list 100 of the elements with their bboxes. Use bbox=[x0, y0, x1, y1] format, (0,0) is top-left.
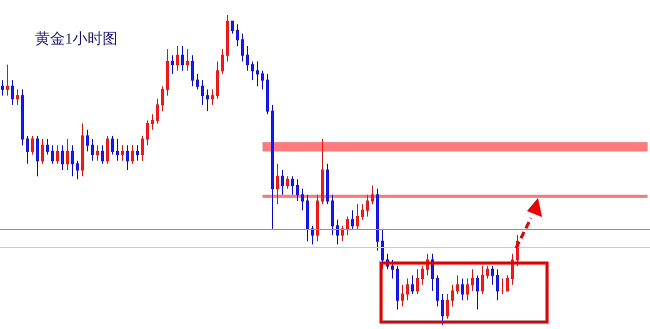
candlestick bbox=[186, 48, 189, 72]
candlestick bbox=[331, 194, 334, 236]
candlestick bbox=[366, 194, 369, 217]
candlestick bbox=[506, 274, 509, 292]
candlestick bbox=[306, 194, 309, 242]
candlestick bbox=[6, 64, 9, 96]
candlestick bbox=[26, 135, 29, 164]
candlestick bbox=[56, 144, 59, 164]
candlestick bbox=[266, 73, 269, 115]
candlestick bbox=[271, 104, 274, 230]
candlestick bbox=[276, 163, 279, 205]
candlestick bbox=[161, 86, 164, 112]
candlestick bbox=[241, 33, 244, 62]
candlestick bbox=[496, 268, 499, 301]
candlestick bbox=[231, 20, 234, 34]
candlestick bbox=[61, 144, 64, 170]
candlestick bbox=[76, 160, 79, 180]
candlestick bbox=[96, 144, 99, 162]
candlestick bbox=[101, 144, 104, 164]
candlestick bbox=[261, 70, 264, 90]
candlestick bbox=[11, 80, 14, 106]
candlestick bbox=[441, 294, 444, 326]
candlestick bbox=[456, 274, 459, 294]
candlestick bbox=[31, 135, 34, 155]
candlestick bbox=[336, 219, 339, 245]
candlestick bbox=[446, 294, 449, 320]
candlestick bbox=[211, 88, 214, 106]
candlestick bbox=[421, 266, 424, 286]
candlestick bbox=[491, 266, 494, 286]
candlestick bbox=[316, 194, 319, 242]
candlestick bbox=[281, 170, 284, 196]
candlestick bbox=[381, 228, 384, 270]
candlestick bbox=[191, 54, 194, 87]
candlestick bbox=[176, 46, 179, 72]
candlestick bbox=[181, 46, 184, 72]
candlestick bbox=[251, 61, 254, 81]
candlestick bbox=[471, 268, 474, 292]
candlestick bbox=[166, 48, 169, 96]
candlestick bbox=[86, 129, 89, 152]
candlestick bbox=[146, 120, 149, 146]
candlestick bbox=[436, 274, 439, 307]
candlestick bbox=[361, 204, 364, 220]
candlestick bbox=[46, 138, 49, 155]
candlestick bbox=[71, 144, 74, 177]
candlestick bbox=[461, 278, 464, 301]
candlestick bbox=[311, 225, 314, 245]
candlestick bbox=[486, 266, 489, 279]
candlestick bbox=[151, 114, 154, 130]
candlestick bbox=[131, 144, 134, 164]
candlestick bbox=[476, 274, 479, 310]
candlestick bbox=[116, 138, 119, 162]
text: 黄金1小时图 bbox=[35, 30, 118, 48]
candlestick bbox=[126, 144, 129, 170]
candlestick bbox=[396, 266, 399, 310]
candlestick bbox=[171, 54, 174, 74]
candlestick bbox=[16, 88, 19, 106]
candlestick bbox=[91, 138, 94, 162]
candlestick bbox=[226, 14, 229, 62]
candlestick bbox=[36, 135, 39, 177]
candlestick bbox=[286, 176, 289, 190]
candlestick bbox=[246, 46, 249, 72]
candlestick bbox=[136, 144, 139, 162]
candlestick bbox=[346, 216, 349, 236]
candlestick bbox=[291, 176, 294, 196]
candlestick bbox=[301, 188, 304, 211]
candlestick bbox=[21, 88, 24, 146]
candlestick bbox=[1, 80, 4, 96]
candlestick bbox=[156, 98, 159, 124]
candlestick bbox=[106, 135, 109, 164]
candlestick bbox=[466, 278, 469, 301]
candlestick bbox=[416, 268, 419, 294]
candlestick bbox=[196, 73, 199, 90]
candlestick bbox=[216, 61, 219, 100]
candlestick bbox=[326, 163, 329, 205]
candlestick bbox=[236, 24, 239, 46]
candlestick bbox=[206, 88, 209, 112]
candlestick bbox=[341, 225, 344, 242]
candlestick bbox=[411, 274, 414, 294]
candlestick bbox=[201, 80, 204, 106]
candlestick bbox=[296, 178, 299, 202]
candlestick bbox=[371, 185, 374, 205]
candlestick bbox=[501, 278, 504, 294]
candlestick bbox=[376, 188, 379, 252]
candlestick bbox=[256, 61, 259, 87]
candlestick bbox=[351, 210, 354, 230]
candlestick bbox=[391, 259, 394, 279]
candlestick bbox=[481, 266, 484, 294]
candlestick bbox=[66, 138, 69, 170]
candlestick bbox=[221, 48, 224, 74]
candlestick bbox=[121, 144, 124, 162]
candlestick bbox=[111, 135, 114, 155]
candlestick bbox=[406, 278, 409, 301]
candlestick bbox=[81, 123, 84, 177]
candlestick bbox=[401, 284, 404, 307]
candlestick bbox=[51, 144, 54, 164]
candlestick bbox=[321, 138, 324, 205]
candlestick bbox=[141, 135, 144, 162]
candlestick bbox=[41, 138, 44, 164]
candlestick bbox=[451, 284, 454, 307]
candlestick bbox=[356, 204, 359, 230]
